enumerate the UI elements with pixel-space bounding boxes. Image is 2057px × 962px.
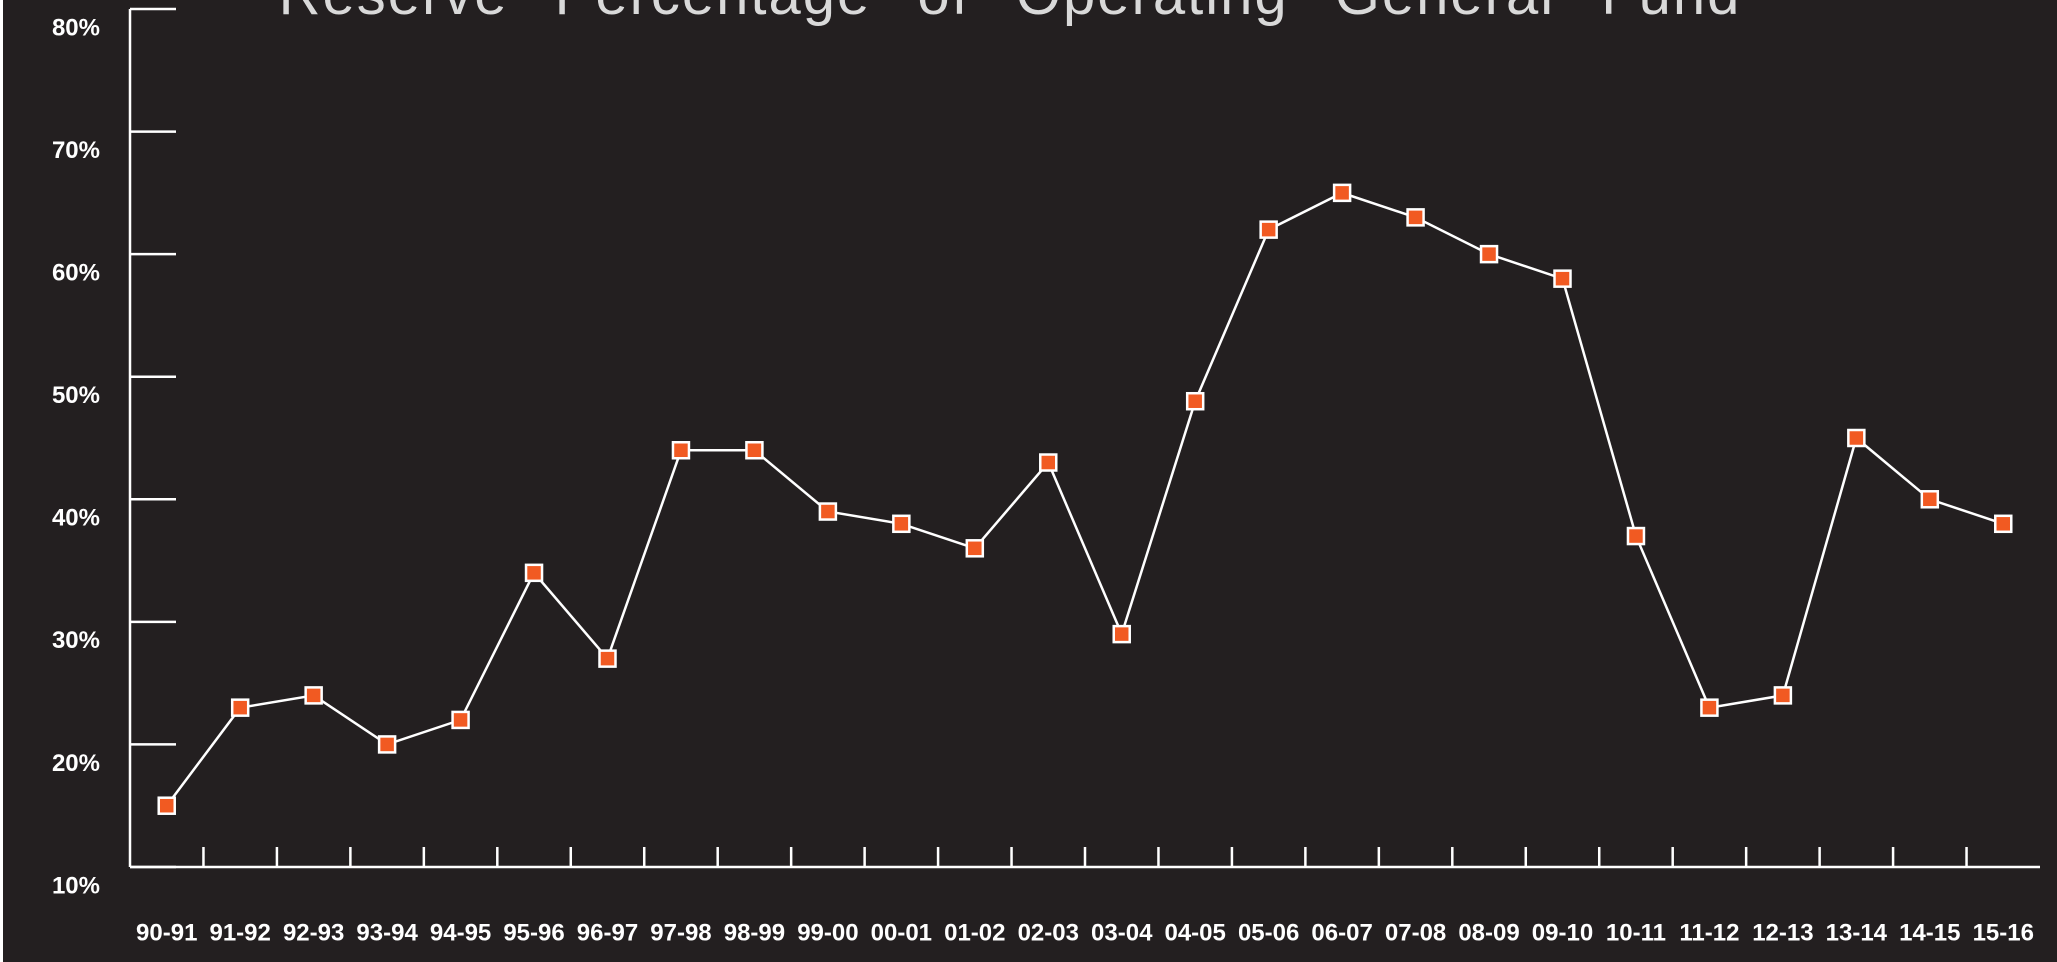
data-point [1994,514,2013,534]
data-line [165,191,2004,807]
data-point [1039,453,1058,472]
x-tick-label: 09-10 [1532,919,1593,946]
data-point [671,441,691,460]
x-tick-label: 15-16 [1973,919,2034,946]
data-point [818,502,838,521]
y-tick-label: 10% [52,872,100,899]
data-point [1553,269,1572,288]
data-point [1847,428,1866,448]
x-tick-label: 95-96 [503,919,564,946]
data-point [377,735,397,754]
x-tick-label: 90-91 [136,919,197,946]
x-tick-label: 06-07 [1311,919,1372,946]
data-point [1112,624,1131,644]
data-point [965,539,985,558]
data-point [230,698,250,717]
x-tick-label: 91-92 [209,919,270,946]
data-point [1185,391,1205,411]
x-tick-label: 00-01 [871,919,932,946]
data-point [1700,698,1719,717]
y-tick-label: 30% [52,627,100,654]
data-point [157,796,176,815]
x-tick-label: 94-95 [430,919,491,946]
x-tick-label: 13-14 [1826,919,1888,946]
x-tick-label: 97-98 [650,919,711,946]
y-tick-label: 70% [52,137,100,164]
x-tick-label: 03-04 [1091,919,1153,946]
data-point [1479,244,1499,264]
x-tick-label: 11-12 [1679,919,1739,946]
data-point [451,710,470,730]
x-tick-label: 04-05 [1164,919,1225,946]
data-point [1259,220,1278,239]
x-tick-label: 02-03 [1018,919,1079,946]
y-tick-label: 40% [52,505,100,532]
data-point [892,514,911,534]
data-point [1332,183,1352,203]
x-tick-label: 92-93 [283,919,344,946]
x-tick-label: 93-94 [356,919,418,946]
x-tick-label: 98-99 [724,919,785,946]
y-tick-label: 60% [52,259,100,286]
x-tick-label: 96-97 [577,919,638,946]
x-tick-label: 01-02 [944,919,1005,946]
x-tick-label: 05-06 [1238,919,1299,946]
x-tick-label: 12-13 [1752,919,1813,946]
data-point [1406,208,1425,227]
data-point [524,563,544,583]
data-point [1920,490,1940,509]
x-tick-label: 08-09 [1458,919,1519,946]
y-tick-label: 50% [52,382,100,409]
y-tick-label: 20% [52,750,100,777]
x-tick-label: 14-15 [1899,919,1960,946]
x-tick-label: 10-11 [1606,919,1666,946]
chart-title: Reserve Percentage of Operating General … [279,0,1742,27]
y-tick-label: 80% [52,14,100,41]
data-point [304,686,323,705]
x-tick-label: 99-00 [797,919,858,946]
data-point [1626,526,1646,546]
x-tick-label: 07-08 [1385,919,1446,946]
data-point [598,649,617,668]
data-point [1773,686,1793,705]
data-point [745,441,764,460]
